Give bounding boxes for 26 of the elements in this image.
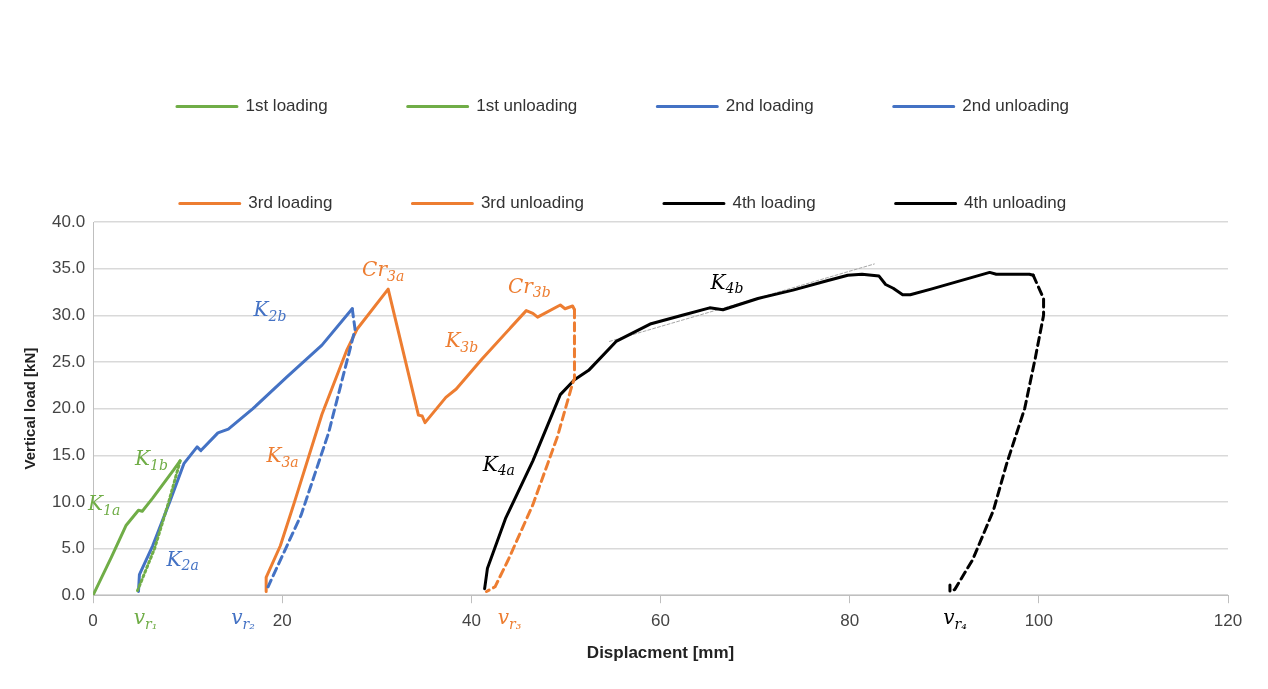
y-tick-label: 0.0 [61, 584, 86, 604]
x-axis-title: Displacment [mm] [586, 643, 735, 663]
y-tick-label: 20.0 [51, 398, 86, 418]
legend-label: 4th loading [732, 193, 816, 213]
legend-label: 3rd loading [248, 193, 333, 213]
x-tick-label: 0 [88, 611, 98, 631]
y-tick-label: 5.0 [61, 538, 86, 558]
legend-label: 3rd unloading [480, 193, 584, 213]
x-tick-label: 100 [1024, 611, 1054, 631]
x-tick-label: 60 [651, 611, 670, 631]
x-tick-label: 80 [840, 611, 860, 631]
legend-label: 4th unloading [964, 193, 1067, 213]
y-axis-title: Vertical load [kN] [21, 347, 39, 470]
y-tick-label: 40.0 [51, 211, 86, 231]
y-tick-label: 25.0 [51, 351, 86, 371]
y-tick-label: 10.0 [51, 491, 86, 511]
x-tick-label: 120 [1213, 611, 1243, 631]
x-tick-label: 20 [272, 611, 292, 631]
y-tick-label: 15.0 [51, 444, 86, 464]
legend-label: 2nd unloading [962, 96, 1070, 116]
y-tick-label: 35.0 [51, 258, 86, 278]
legend-label: 1st loading [245, 96, 328, 116]
x-tick-label: 40 [461, 611, 481, 631]
legend-label: 2nd loading [725, 96, 814, 116]
legend-label: 1st unloading [476, 96, 578, 116]
y-tick-label: 30.0 [51, 304, 86, 324]
